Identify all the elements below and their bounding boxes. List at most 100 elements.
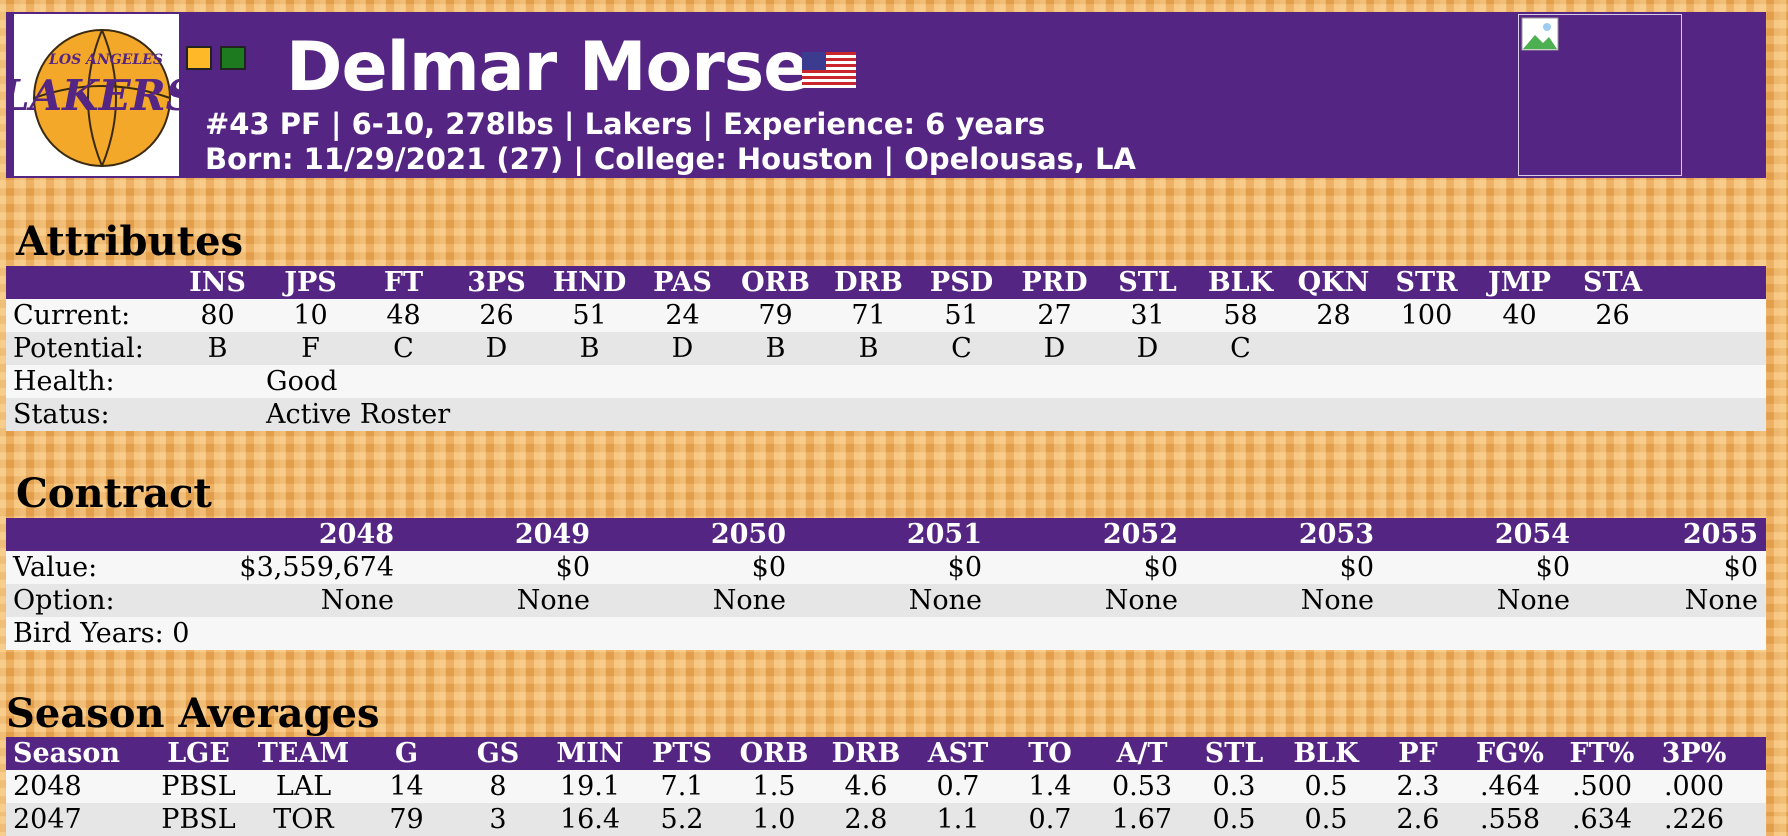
attr-col-header: QKN — [1287, 266, 1380, 299]
row-filler — [1659, 299, 1766, 332]
season-cell: 0.5 — [1280, 770, 1372, 803]
health-label: Health: — [6, 365, 171, 398]
season-cell[interactable]: 2047 — [6, 803, 151, 836]
table-row: 2047 PBSL TOR 79 3 16.4 5.2 1.0 2.8 1.1 … — [6, 803, 1766, 836]
season-col-header[interactable]: GS — [452, 737, 544, 770]
season-header-row: Season LGE TEAM G GS MIN PTS ORB DRB AST… — [6, 737, 1766, 770]
attr-current-value: 79 — [729, 299, 822, 332]
season-cell: .500 — [1556, 770, 1648, 803]
season-cell: 1.5 — [728, 770, 820, 803]
attr-potential-value — [1287, 332, 1380, 365]
season-cell: 0.5 — [1280, 803, 1372, 836]
season-col-header[interactable]: DRB — [820, 737, 912, 770]
season-col-header[interactable]: TEAM — [246, 737, 361, 770]
contract-year-header: 2055 — [1570, 518, 1766, 551]
season-cell: .226 — [1648, 803, 1740, 836]
team-logo[interactable]: LOS ANGELES LAKERS — [0, 14, 196, 176]
attr-current-value: 26 — [450, 299, 543, 332]
value-label: Value: — [6, 551, 156, 584]
status-label: Status: — [6, 398, 171, 431]
attr-col-header: PSD — [915, 266, 1008, 299]
season-cell: 7.1 — [636, 770, 728, 803]
season-cell: 1.1 — [912, 803, 1004, 836]
season-col-header[interactable]: A/T — [1096, 737, 1188, 770]
season-cell: PBSL — [151, 770, 246, 803]
contract-value: $0 — [1570, 551, 1766, 584]
row-filler — [1740, 803, 1766, 836]
season-col-header[interactable]: PTS — [636, 737, 728, 770]
player-name: Delmar Morse — [286, 28, 809, 107]
contract-year-header: 2048 — [156, 518, 394, 551]
attr-col-header: INS — [171, 266, 264, 299]
season-cell: 8 — [452, 770, 544, 803]
attr-col-header: STL — [1101, 266, 1194, 299]
season-averages-title: Season Averages — [6, 690, 380, 737]
health-value: Good — [264, 365, 1766, 398]
season-averages-table: Season LGE TEAM G GS MIN PTS ORB DRB AST… — [6, 737, 1766, 836]
season-header-blank — [1740, 737, 1766, 770]
season-col-header[interactable]: PF — [1372, 737, 1464, 770]
season-cell[interactable]: 2048 — [6, 770, 151, 803]
attr-potential-value: D — [1101, 332, 1194, 365]
attr-potential-value: C — [915, 332, 1008, 365]
contract-year-header: 2049 — [394, 518, 590, 551]
season-col-header[interactable]: ORB — [728, 737, 820, 770]
player-info-line1: #43 PF | 6-10, 278lbs | Lakers | Experie… — [205, 107, 1046, 141]
attr-col-header: FT — [357, 266, 450, 299]
season-col-header[interactable]: Season — [6, 737, 151, 770]
contract-value: $0 — [1178, 551, 1374, 584]
season-col-header[interactable]: 3P% — [1648, 737, 1740, 770]
season-cell: 0.3 — [1188, 770, 1280, 803]
contract-year-header: 2052 — [982, 518, 1178, 551]
season-col-header[interactable]: FT% — [1556, 737, 1648, 770]
season-col-header[interactable]: TO — [1004, 737, 1096, 770]
attr-potential-value: C — [357, 332, 450, 365]
season-cell[interactable]: LAL — [246, 770, 361, 803]
contract-value: $0 — [982, 551, 1178, 584]
season-col-header[interactable]: G — [361, 737, 452, 770]
contract-bird-row: Bird Years: 0 — [6, 617, 1766, 650]
season-col-header[interactable]: AST — [912, 737, 1004, 770]
season-cell[interactable]: TOR — [246, 803, 361, 836]
season-col-header[interactable]: STL — [1188, 737, 1280, 770]
attr-col-header: ORB — [729, 266, 822, 299]
attr-current-value: 51 — [915, 299, 1008, 332]
attr-col-header: PAS — [636, 266, 729, 299]
contract-header-blank — [6, 518, 156, 551]
contract-value: $0 — [1374, 551, 1570, 584]
attributes-table: INS JPS FT 3PS HND PAS ORB DRB PSD PRD S… — [6, 266, 1766, 431]
logo-text-main: LAKERS — [14, 71, 179, 120]
season-cell: 0.7 — [912, 770, 1004, 803]
season-col-header[interactable]: LGE — [151, 737, 246, 770]
table-row: 2048 PBSL LAL 14 8 19.1 7.1 1.5 4.6 0.7 … — [6, 770, 1766, 803]
season-col-header[interactable]: MIN — [544, 737, 636, 770]
season-col-header[interactable]: FG% — [1464, 737, 1556, 770]
row-filler — [1659, 332, 1766, 365]
contract-option: None — [1178, 584, 1374, 617]
season-cell: .000 — [1648, 770, 1740, 803]
attributes-health-row: Health: Good — [6, 365, 1766, 398]
attr-col-header: DRB — [822, 266, 915, 299]
season-col-header[interactable]: BLK — [1280, 737, 1372, 770]
row-filler — [171, 398, 264, 431]
attr-current-value: 58 — [1194, 299, 1287, 332]
status-value: Active Roster — [264, 398, 1766, 431]
lakers-logo-icon: LOS ANGELES LAKERS — [0, 29, 196, 167]
bird-years: Bird Years: 0 — [6, 617, 1766, 650]
season-cell: 2.6 — [1372, 803, 1464, 836]
attr-potential-value — [1566, 332, 1659, 365]
attr-col-header: PRD — [1008, 266, 1101, 299]
broken-image-icon — [1521, 17, 1559, 51]
attr-col-header: JPS — [264, 266, 357, 299]
contract-value: $0 — [590, 551, 786, 584]
season-cell: 1.0 — [728, 803, 820, 836]
attr-potential-value — [1473, 332, 1566, 365]
attr-potential-value: F — [264, 332, 357, 365]
contract-option: None — [982, 584, 1178, 617]
attr-current-value: 51 — [543, 299, 636, 332]
season-cell: .634 — [1556, 803, 1648, 836]
potential-label: Potential: — [6, 332, 171, 365]
attr-potential-value: D — [450, 332, 543, 365]
attr-current-value: 28 — [1287, 299, 1380, 332]
attr-col-header: STR — [1380, 266, 1473, 299]
